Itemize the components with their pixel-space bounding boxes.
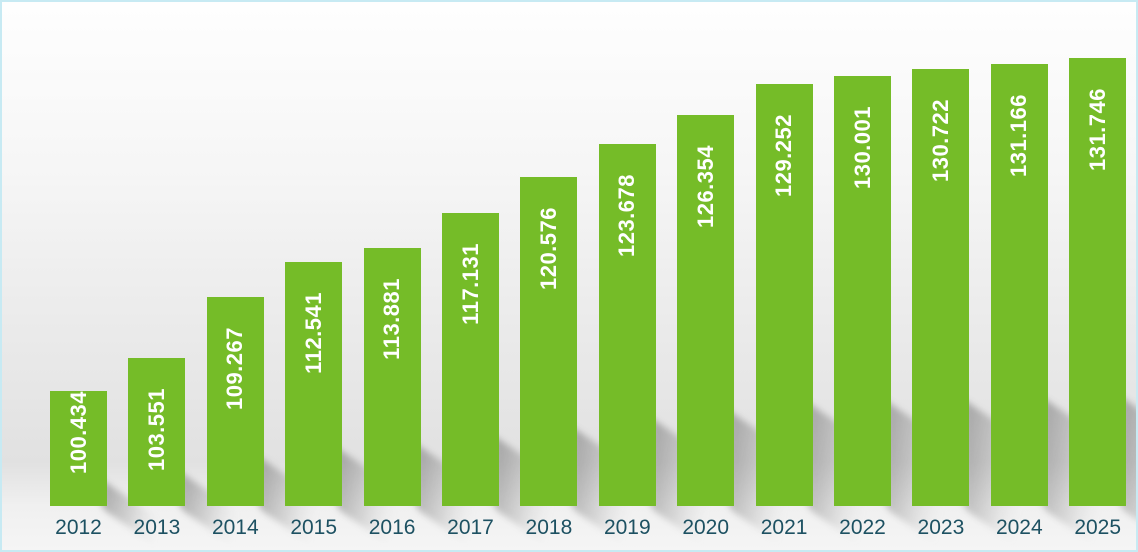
bar-rect (912, 69, 970, 506)
bar-2018: 120.576 (520, 177, 578, 506)
bar-2021: 129.252 (755, 84, 813, 506)
bar-value-label: 103.551 (143, 388, 169, 472)
bar-rect (598, 144, 656, 506)
bar-2015: 112.541 (285, 262, 343, 506)
bar-2017: 117.131 (442, 213, 499, 506)
x-axis-label-2014: 2014 (211, 516, 259, 539)
x-axis-label-2017: 2017 (447, 516, 494, 539)
bar-rect (677, 115, 735, 506)
bar-value-label: 130.722 (927, 99, 953, 183)
bar-rect (442, 213, 499, 506)
x-axis-label-2024: 2024 (995, 516, 1043, 539)
bar-2022: 130.001 (834, 76, 891, 506)
bar-2020: 126.354 (677, 115, 735, 506)
bar-value-label: 131.166 (1006, 94, 1032, 178)
bar-value-label: 120.576 (535, 207, 561, 291)
bar-rect (1069, 58, 1127, 506)
bar-value-label: 130.001 (849, 106, 875, 190)
x-axis-label-2025: 2025 (1074, 516, 1122, 539)
bar-rect (128, 358, 186, 506)
bar-value-label: 131.746 (1084, 88, 1110, 172)
bar-value-label: 129.252 (771, 114, 797, 198)
x-axis-label-2015: 2015 (290, 516, 338, 539)
x-axis-label-2013: 2013 (133, 516, 181, 539)
bar-value-label: 117.131 (457, 243, 483, 325)
bar-2024: 131.166 (990, 64, 1048, 506)
x-axis-label-2023: 2023 (917, 516, 965, 539)
x-axis-label-2016: 2016 (368, 516, 416, 539)
bar-2012: 100.434 (50, 391, 107, 506)
x-axis-label-2012: 2012 (55, 516, 102, 539)
bar-value-label: 112.541 (300, 292, 326, 374)
x-axis-label-2019: 2019 (603, 516, 651, 539)
bar-value-label: 109.267 (222, 327, 248, 411)
bar-2016: 113.881 (363, 248, 421, 506)
bar-value-label: 113.881 (379, 278, 405, 360)
bar-rect (50, 391, 107, 506)
bar-rect (363, 248, 421, 506)
x-axis-label-2021: 2021 (760, 516, 808, 539)
bar-value-label: 100.434 (65, 391, 91, 475)
bar-rect (520, 177, 578, 506)
bar-rect (834, 76, 891, 506)
bar-rect (206, 297, 264, 506)
bar-2019: 123.678 (598, 144, 656, 506)
bar-rect (285, 262, 343, 506)
bar-2025: 131.746 (1069, 58, 1127, 506)
x-axis-label-2020: 2020 (682, 516, 730, 539)
bar-rect (990, 64, 1048, 506)
bar-2014: 109.267 (206, 297, 264, 506)
x-axis-label-2018: 2018 (525, 516, 573, 539)
bar-rect (755, 84, 813, 506)
x-axis-label-2022: 2022 (839, 516, 886, 539)
bar-2013: 103.551 (128, 358, 186, 506)
bar-2023: 130.722 (912, 69, 970, 506)
bar-value-label: 126.354 (692, 145, 718, 229)
bar-value-label: 123.678 (614, 174, 640, 258)
